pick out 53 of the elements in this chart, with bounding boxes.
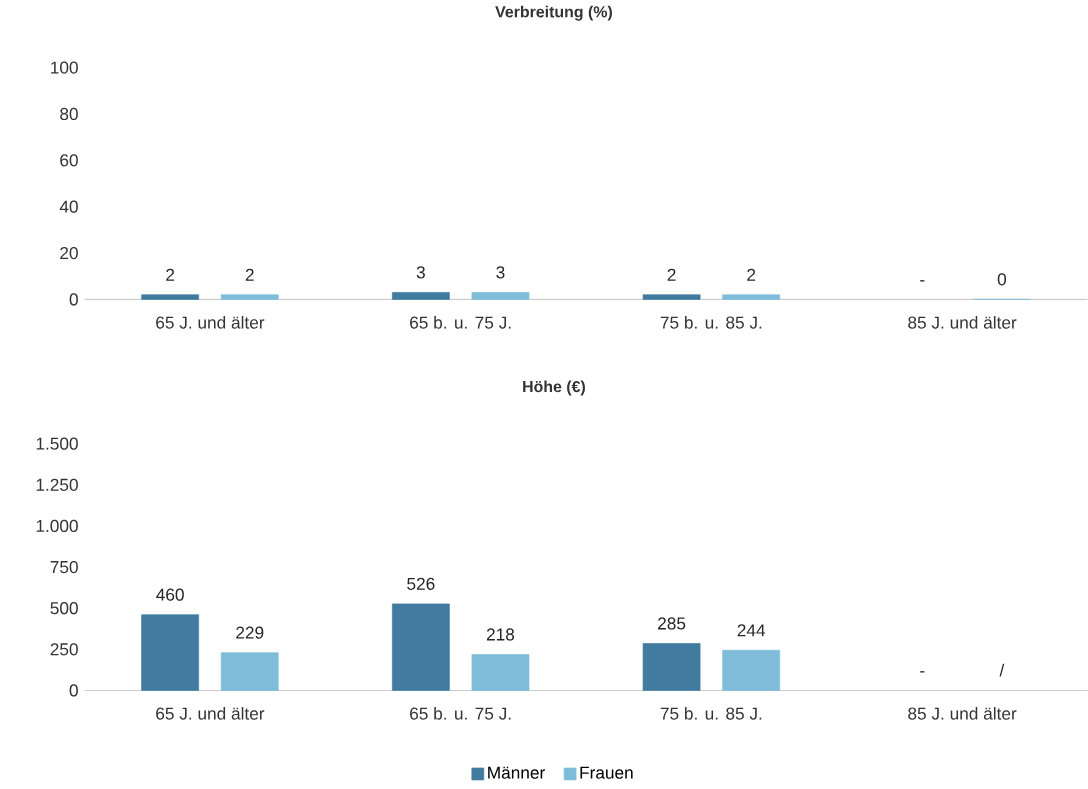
text: - [920, 671, 925, 673]
bar [471, 292, 530, 300]
bar [471, 654, 530, 691]
data-label: 2 [245, 268, 254, 281]
y-tick-label: 40 [59, 200, 78, 213]
legend-label: Männer [488, 766, 545, 779]
y-tick-label: 250 [50, 643, 78, 656]
bar [722, 294, 781, 300]
data-label: 285 [658, 617, 686, 630]
data-label: 3 [496, 266, 505, 279]
x-tick-label: 65 b. u. 75 J. [410, 707, 511, 720]
data-label: 244 [737, 624, 766, 637]
bar [642, 643, 701, 691]
y-tick-label: 1.500 [36, 437, 78, 450]
x-tick-label: 65 b. u. 75 J. [410, 316, 511, 329]
text: - [920, 280, 925, 282]
x-tick-label: 75 b. u. 85 J. [660, 707, 762, 720]
bar [392, 292, 450, 300]
bar [642, 294, 701, 300]
data-label: 526 [407, 577, 435, 590]
data-label: 218 [486, 628, 515, 641]
y-tick-label: 60 [60, 154, 78, 167]
y-tick-label: 0 [69, 684, 78, 697]
chart-title: Verbreitung (%) [495, 5, 612, 21]
bar [392, 603, 450, 691]
y-tick-label: 20 [60, 246, 78, 260]
legend-label: Frauen [580, 766, 633, 779]
y-tick-label: 0 [69, 293, 78, 306]
y-tick-label: 500 [50, 602, 78, 615]
data-label: 3 [416, 266, 425, 279]
x-tick-label: 65 J. und älter [156, 707, 265, 720]
chart-title: Höhe (€) [523, 380, 585, 396]
data-label: 2 [747, 268, 756, 281]
data-label: 2 [667, 268, 676, 281]
text: / [999, 663, 1005, 677]
x-tick-label: 85 J. und älter [908, 707, 1017, 720]
bar [220, 652, 279, 691]
data-label: 0 [997, 273, 1007, 286]
bar [141, 294, 199, 300]
bar [141, 614, 199, 691]
y-tick-label: 750 [50, 560, 78, 574]
data-label: 460 [156, 588, 184, 601]
y-tick-label: 100 [51, 61, 78, 74]
y-tick-label: 80 [60, 107, 78, 121]
x-tick-label: 75 b. u. 85 J. [660, 316, 762, 329]
data-label: 229 [236, 626, 264, 639]
bar [220, 294, 279, 300]
data-label: 2 [166, 268, 175, 281]
x-tick-label: 85 J. und älter [908, 316, 1017, 329]
bar [722, 649, 781, 691]
y-tick-label: 1.000 [36, 519, 78, 533]
y-tick-label: 1.250 [36, 478, 78, 491]
x-tick-label: 65 J. und älter [156, 316, 265, 329]
